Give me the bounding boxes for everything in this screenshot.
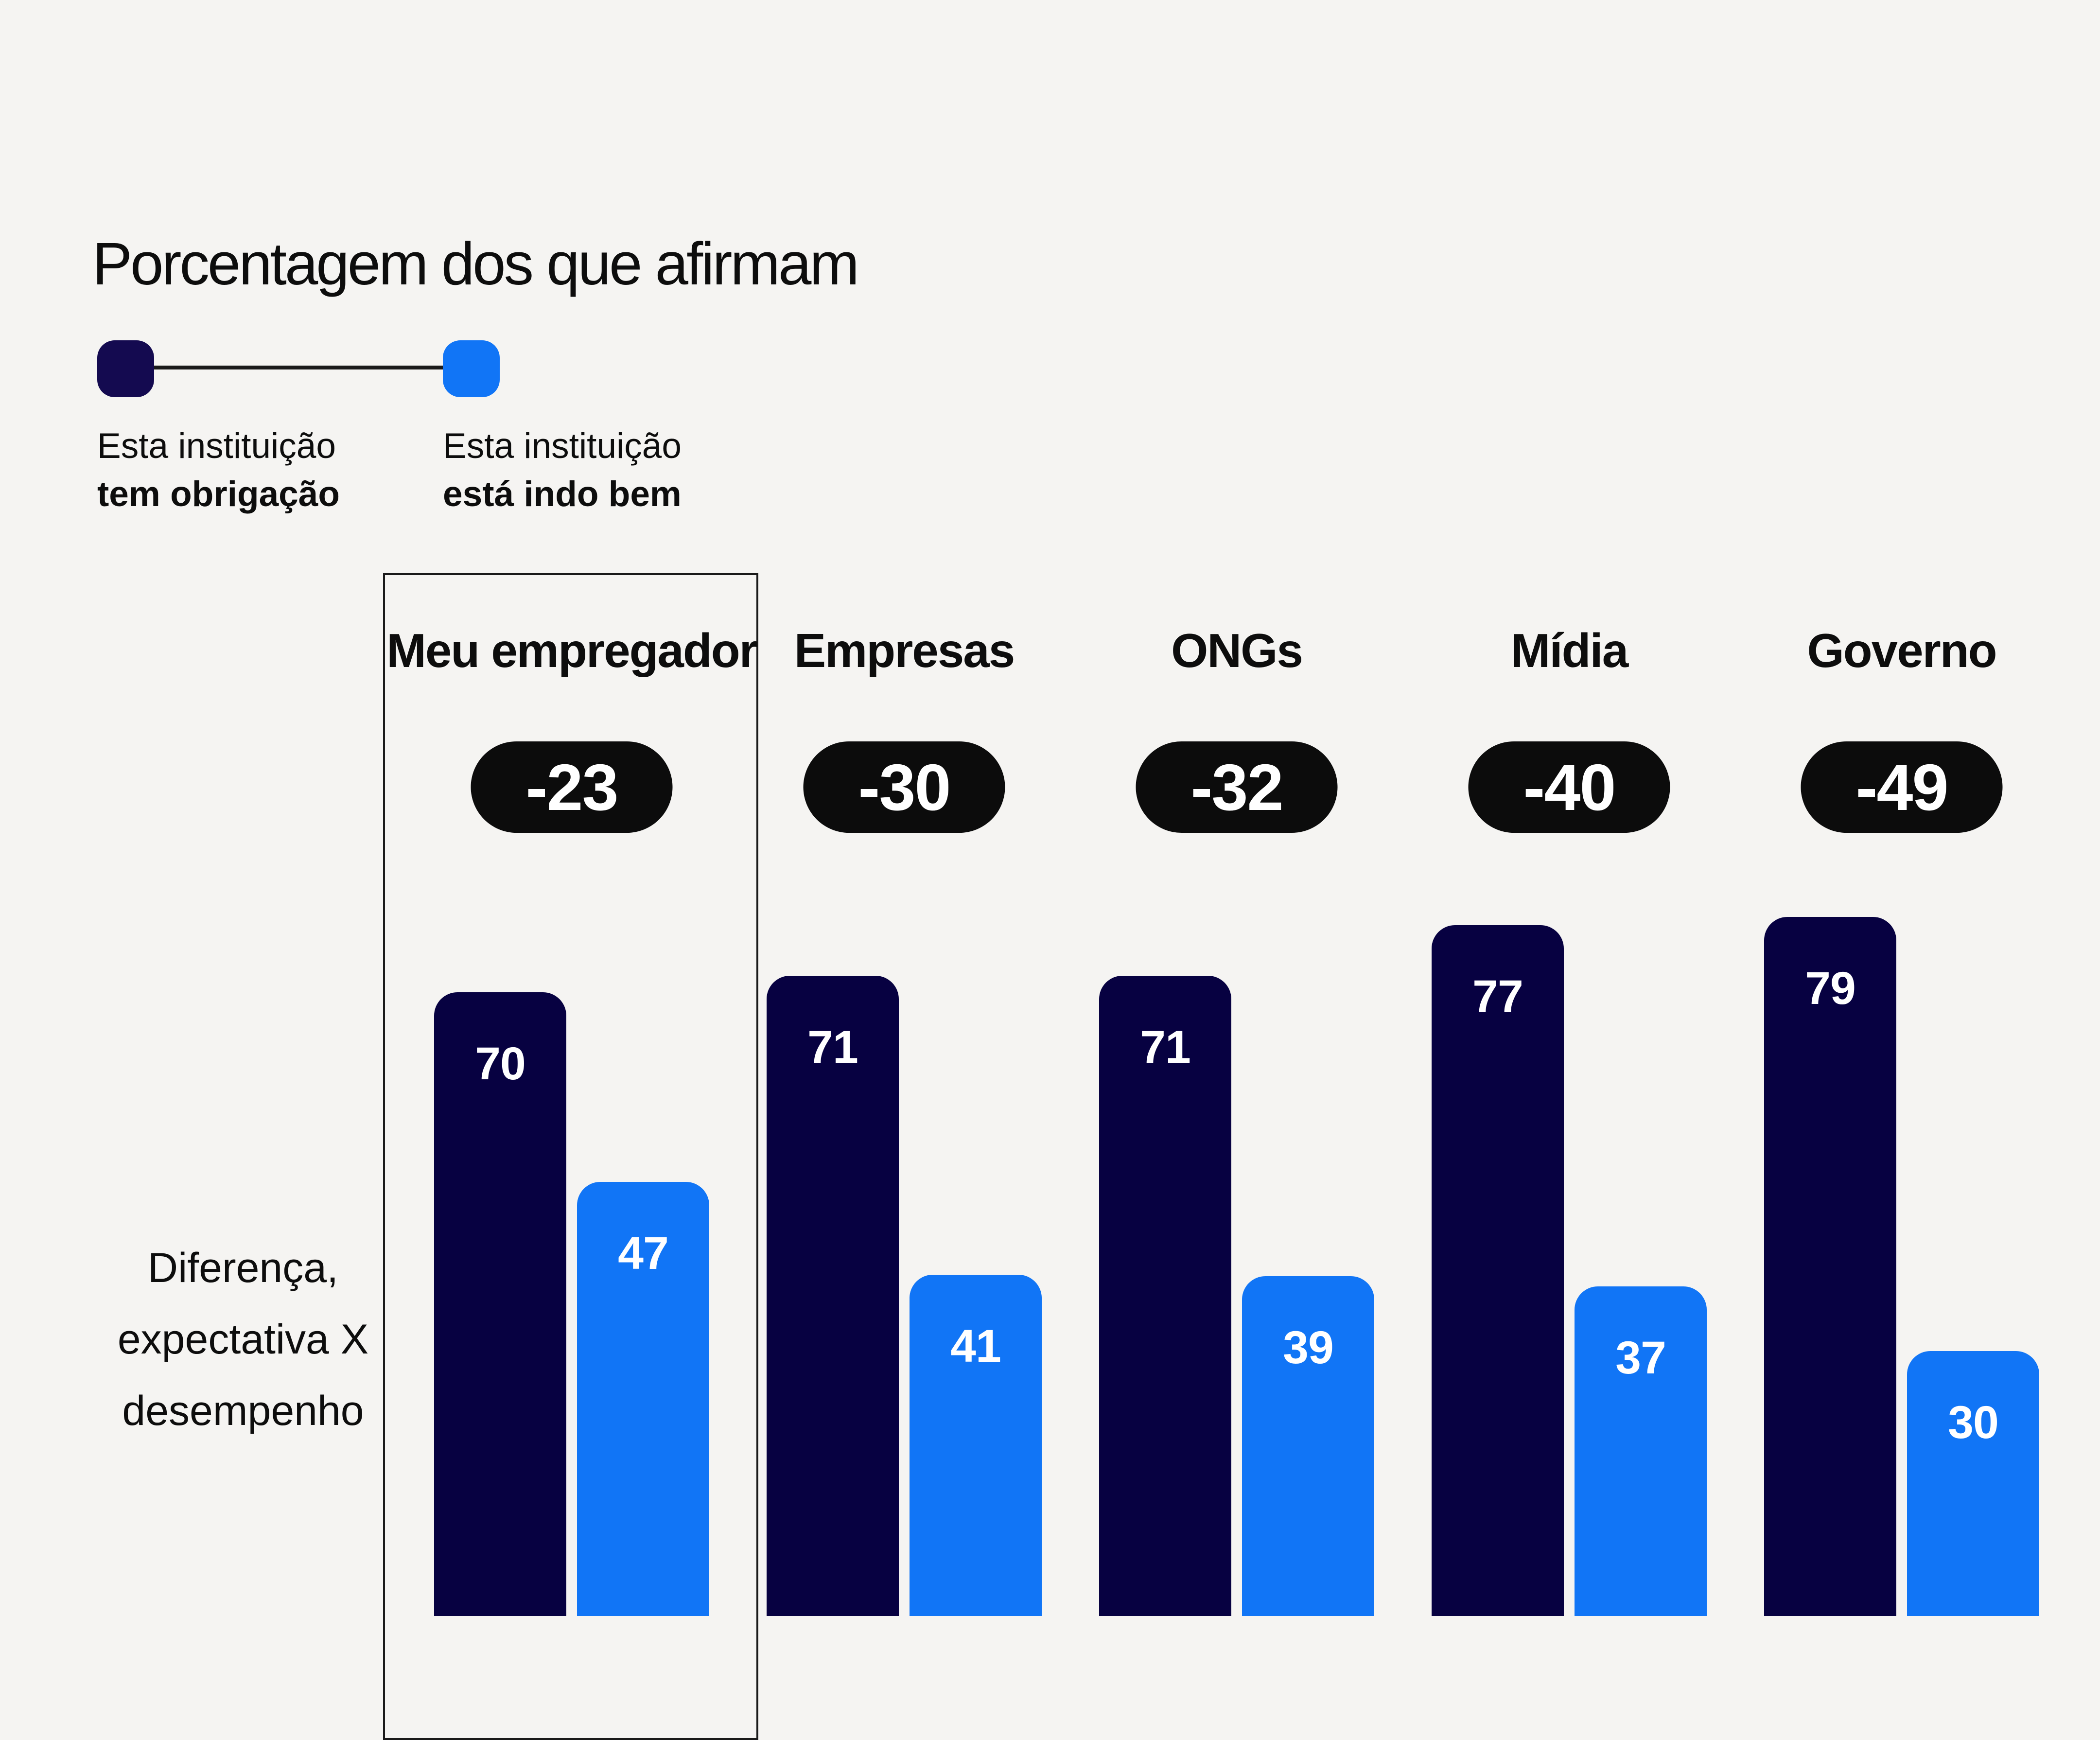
- legend-connector-line: [154, 366, 443, 369]
- category-group-meu-empregador: Meu empregador -23 70 47: [386, 0, 758, 1616]
- bar-obligation: 71: [1099, 976, 1231, 1616]
- legend-label-bold: tem obrigação: [97, 475, 340, 514]
- bar-value: 71: [807, 1021, 858, 1073]
- bar-obligation: 79: [1764, 917, 1896, 1616]
- bar-value: 47: [618, 1228, 669, 1279]
- difference-axis-label-line: Diferença,: [148, 1245, 338, 1291]
- category-label: Meu empregador: [386, 624, 758, 677]
- difference-axis-label-line: expectativa X: [117, 1316, 369, 1363]
- bar-value: 39: [1283, 1322, 1334, 1373]
- category-group-midia: Mídia -40 77 37: [1432, 0, 1707, 1616]
- bar-obligation: 71: [767, 976, 899, 1616]
- difference-badge: -49: [1801, 741, 2003, 833]
- category-label: Governo: [1807, 624, 1997, 677]
- legend-swatch-obligation: [97, 340, 154, 397]
- difference-badge: -32: [1136, 741, 1338, 833]
- bar-value: 70: [475, 1038, 526, 1090]
- bar-doing-well: 37: [1575, 1286, 1707, 1616]
- bar-value: 30: [1948, 1397, 1999, 1448]
- difference-badge-value: -30: [858, 750, 951, 824]
- difference-axis-label-line: desempenho: [122, 1388, 364, 1434]
- legend-label-obligation: Esta instituição tem obrigação: [97, 422, 340, 518]
- legend-label-bold: está indo bem: [443, 475, 682, 514]
- bar-doing-well: 41: [910, 1275, 1042, 1616]
- bar-value: 77: [1472, 971, 1523, 1022]
- category-label: Mídia: [1510, 624, 1628, 677]
- bar-doing-well: 47: [577, 1182, 709, 1616]
- chart-title: Porcentagem dos que afirmam: [92, 231, 859, 298]
- bar-doing-well: 39: [1242, 1276, 1374, 1616]
- legend-swatch-doing-well: [443, 340, 500, 397]
- bar-obligation: 70: [434, 992, 566, 1616]
- difference-badge-value: -23: [525, 750, 618, 824]
- legend-label-doing-well: Esta instituição está indo bem: [443, 422, 682, 518]
- difference-badge-value: -32: [1190, 750, 1283, 824]
- difference-badge-value: -40: [1523, 750, 1616, 824]
- difference-badge-value: -49: [1855, 750, 1948, 824]
- bar-doing-well: 30: [1907, 1351, 2039, 1616]
- category-label: ONGs: [1171, 624, 1303, 677]
- bar-value: 37: [1615, 1332, 1666, 1384]
- category-group-ongs: ONGs -32 71 39: [1099, 0, 1374, 1616]
- difference-badge: -30: [803, 741, 1005, 833]
- legend-label-prefix: Esta instituição: [97, 426, 336, 466]
- difference-axis-label: Diferença, expectativa X desempenho: [78, 1232, 408, 1447]
- bar-obligation: 77: [1432, 925, 1564, 1616]
- category-group-governo: Governo -49 79 30: [1764, 0, 2039, 1616]
- bar-value: 79: [1805, 963, 1856, 1014]
- legend-label-prefix: Esta instituição: [443, 426, 682, 466]
- bar-value: 71: [1140, 1021, 1191, 1073]
- difference-badge: -23: [471, 741, 673, 833]
- category-group-empresas: Empresas -30 71 41: [767, 0, 1042, 1616]
- difference-badge: -40: [1468, 741, 1670, 833]
- bar-value: 41: [950, 1320, 1001, 1372]
- category-label: Empresas: [794, 624, 1015, 677]
